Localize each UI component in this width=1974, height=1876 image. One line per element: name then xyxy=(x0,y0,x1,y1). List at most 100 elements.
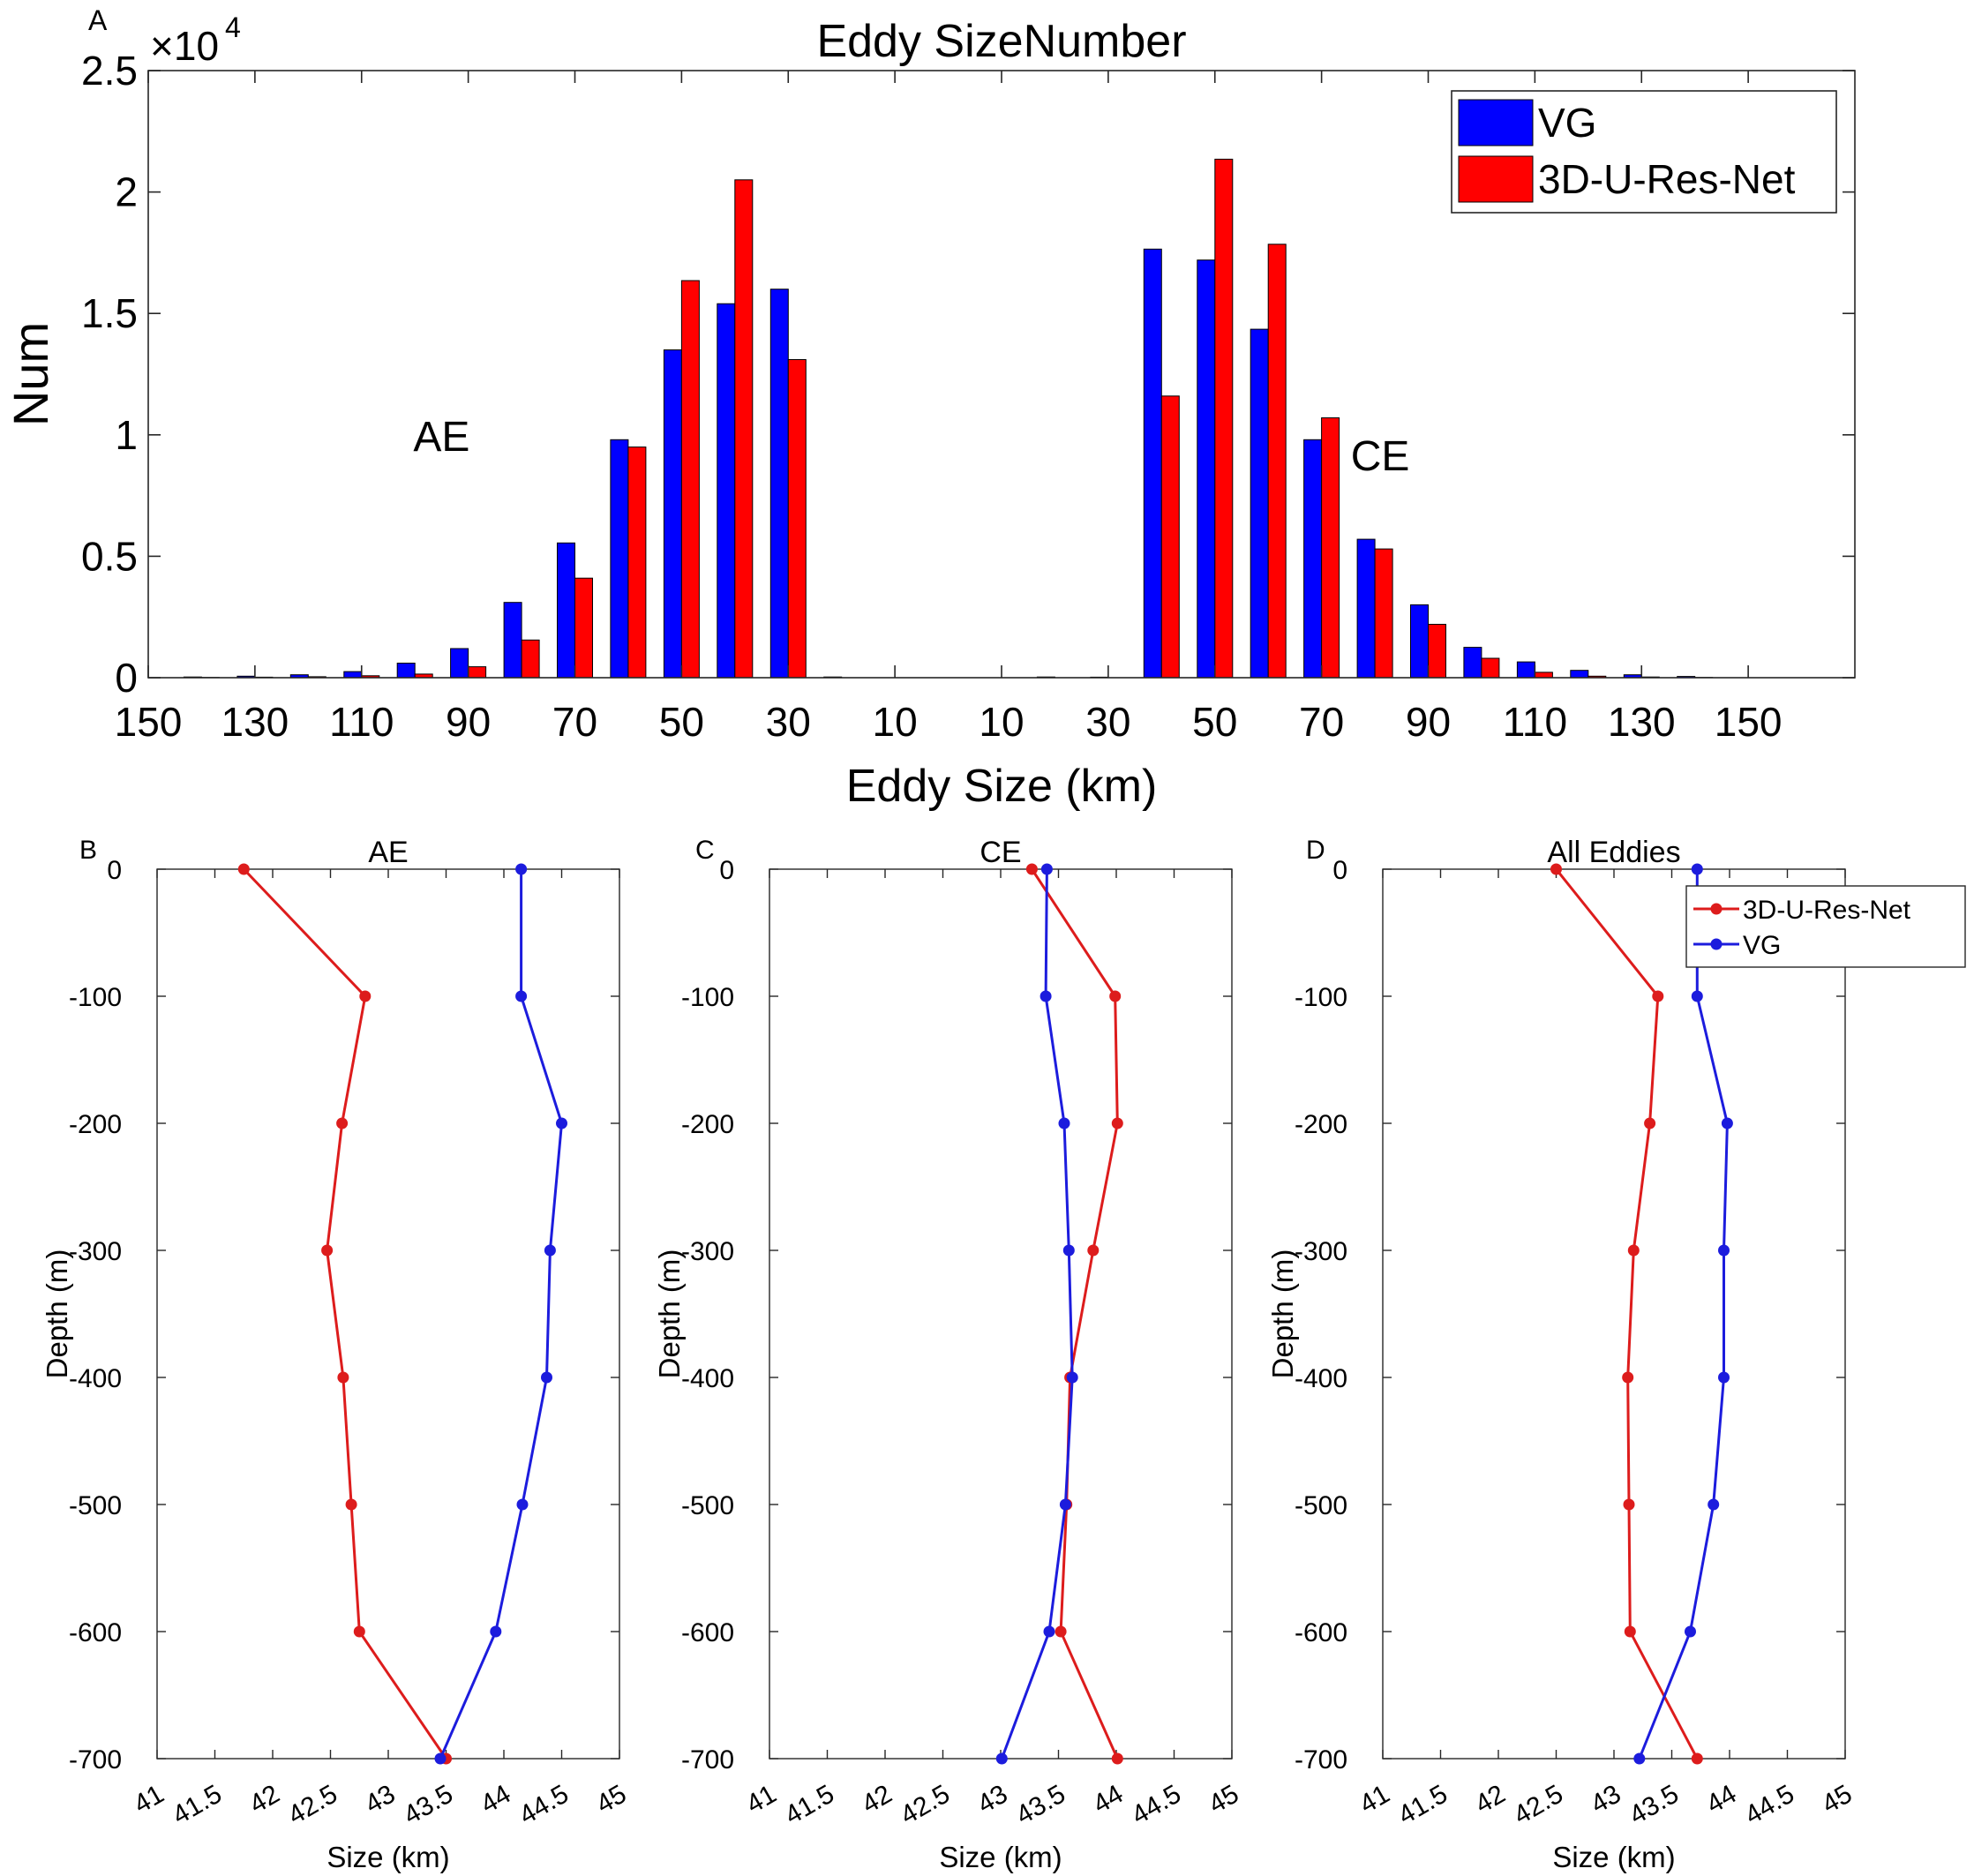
y-tick-label: -400 xyxy=(1295,1364,1347,1393)
x-tick-label: 44.5 xyxy=(1740,1779,1799,1830)
x-tick-label: 45 xyxy=(591,1779,631,1819)
x-tick-label: 42.5 xyxy=(896,1779,955,1830)
bar-ce-vg-40 xyxy=(1197,259,1216,679)
point-vg-100 xyxy=(1040,990,1052,1002)
point-unet-600 xyxy=(353,1625,365,1638)
bar-ce-vg-50 xyxy=(1250,328,1269,679)
panel-label-c: C xyxy=(695,836,715,865)
x-tick-label: 42 xyxy=(244,1779,284,1819)
panel-d-title: All Eddies xyxy=(1547,836,1680,869)
x-tick-label: 42.5 xyxy=(283,1779,342,1830)
point-vg-400 xyxy=(541,1371,552,1384)
point-vg-200 xyxy=(1721,1117,1733,1129)
bar-ae-unet-90 xyxy=(468,666,487,679)
y-tick-label: -200 xyxy=(1295,1110,1347,1139)
y-tick-label: -200 xyxy=(681,1110,734,1139)
x-tick-label: 30 xyxy=(766,699,811,745)
y-tick-label: -200 xyxy=(69,1110,122,1139)
point-vg-600 xyxy=(1043,1625,1055,1638)
bar-ae-vg-70 xyxy=(557,542,575,679)
series-line-unet xyxy=(1555,868,1699,1760)
x-tick-label: 30 xyxy=(1085,699,1130,745)
series-line-vg xyxy=(1000,868,1074,1760)
y-tick-label: -600 xyxy=(681,1618,734,1647)
bar-ae-vg-110 xyxy=(343,671,363,679)
panel-b-title: AE xyxy=(368,836,408,869)
bar-ae-vg-100 xyxy=(396,663,416,679)
x-tick-label: 150 xyxy=(1715,699,1783,745)
y-tick-label: -100 xyxy=(69,983,122,1012)
y-tick-label: -500 xyxy=(681,1491,734,1520)
y-tick-label: -100 xyxy=(681,983,734,1012)
y-tick-label: 0.5 xyxy=(81,533,138,579)
panel-d-ylabel: Depth (m) xyxy=(1266,1249,1299,1379)
bar-ae-unet-60 xyxy=(627,446,647,679)
x-tick-label: 44 xyxy=(1088,1779,1128,1819)
point-vg-700 xyxy=(1633,1752,1646,1765)
x-tick-label: 70 xyxy=(552,699,597,745)
x-tick-label: 44.5 xyxy=(1127,1779,1186,1830)
y-tick-label: 0 xyxy=(1332,856,1347,885)
legend-marker-unet xyxy=(1710,903,1723,915)
y-tick-label: 0 xyxy=(719,856,734,885)
bar-ae-unet-50 xyxy=(680,280,700,679)
x-tick-label: 130 xyxy=(221,699,289,745)
y-tick-label: 2.5 xyxy=(81,48,138,94)
bar-ae-vg-60 xyxy=(610,439,629,679)
y-tick-label: 0 xyxy=(115,655,138,701)
y-tick-label: -500 xyxy=(69,1491,122,1520)
point-unet-700 xyxy=(1691,1752,1703,1765)
x-tick-label: 43.5 xyxy=(399,1779,458,1830)
legend-marker-vg xyxy=(1710,938,1723,950)
series-line-unet xyxy=(243,867,447,1760)
y-tick-label: -500 xyxy=(1295,1491,1347,1520)
bar-ce-unet-60 xyxy=(1321,417,1340,679)
x-tick-label: 45 xyxy=(1817,1779,1857,1819)
x-tick-label: 43 xyxy=(360,1779,400,1819)
point-vg-500 xyxy=(1708,1498,1720,1511)
point-vg-600 xyxy=(490,1625,502,1638)
legend-label-vg: VG xyxy=(1743,931,1781,960)
x-tick-label: 44.5 xyxy=(514,1779,574,1830)
bar-ce-vg-30 xyxy=(1143,248,1162,679)
point-vg-700 xyxy=(434,1752,447,1765)
panel-c-axes-box xyxy=(769,868,1233,1760)
x-tick-label: 10 xyxy=(873,699,918,745)
panel-d-axes-box xyxy=(1382,868,1846,1760)
point-unet-600 xyxy=(1624,1625,1636,1638)
point-vg-400 xyxy=(1066,1371,1078,1384)
point-unet-0 xyxy=(1550,863,1562,875)
panel-a-ylabel: Num xyxy=(3,322,58,426)
y-tick-label: -700 xyxy=(681,1745,734,1775)
x-tick-label: 41 xyxy=(1355,1779,1394,1819)
x-tick-label: 90 xyxy=(1406,699,1451,745)
bar-ae-unet-70 xyxy=(574,577,593,679)
point-unet-500 xyxy=(345,1498,357,1511)
x-tick-label: 150 xyxy=(115,699,183,745)
panel-a-xlabel: Eddy Size (km) xyxy=(846,761,1158,812)
point-vg-200 xyxy=(556,1117,567,1129)
x-tick-label: 50 xyxy=(1192,699,1237,745)
point-vg-300 xyxy=(1718,1244,1730,1257)
x-tick-label: 110 xyxy=(329,699,394,745)
panel-c-xlabel: Size (km) xyxy=(939,1841,1062,1873)
legend-label-vg: VG xyxy=(1538,100,1596,146)
legend-label-unet: 3D-U-Res-Net xyxy=(1538,156,1796,202)
point-unet-300 xyxy=(1627,1244,1640,1257)
y-tick-label: -300 xyxy=(1295,1237,1347,1266)
x-tick-label: 44 xyxy=(1701,1779,1741,1819)
point-unet-300 xyxy=(321,1244,334,1257)
annotation-ae: AE xyxy=(413,414,469,461)
bar-ce-vg-90 xyxy=(1463,647,1482,679)
point-vg-700 xyxy=(995,1752,1008,1765)
y-tick-label: -600 xyxy=(1295,1618,1347,1647)
bar-ae-vg-80 xyxy=(503,602,522,679)
x-tick-label: 41.5 xyxy=(1393,1779,1452,1830)
bar-ae-vg-30 xyxy=(769,289,789,679)
x-tick-label: 41.5 xyxy=(780,1779,839,1830)
point-vg-0 xyxy=(1691,863,1703,875)
point-vg-500 xyxy=(1059,1498,1071,1511)
